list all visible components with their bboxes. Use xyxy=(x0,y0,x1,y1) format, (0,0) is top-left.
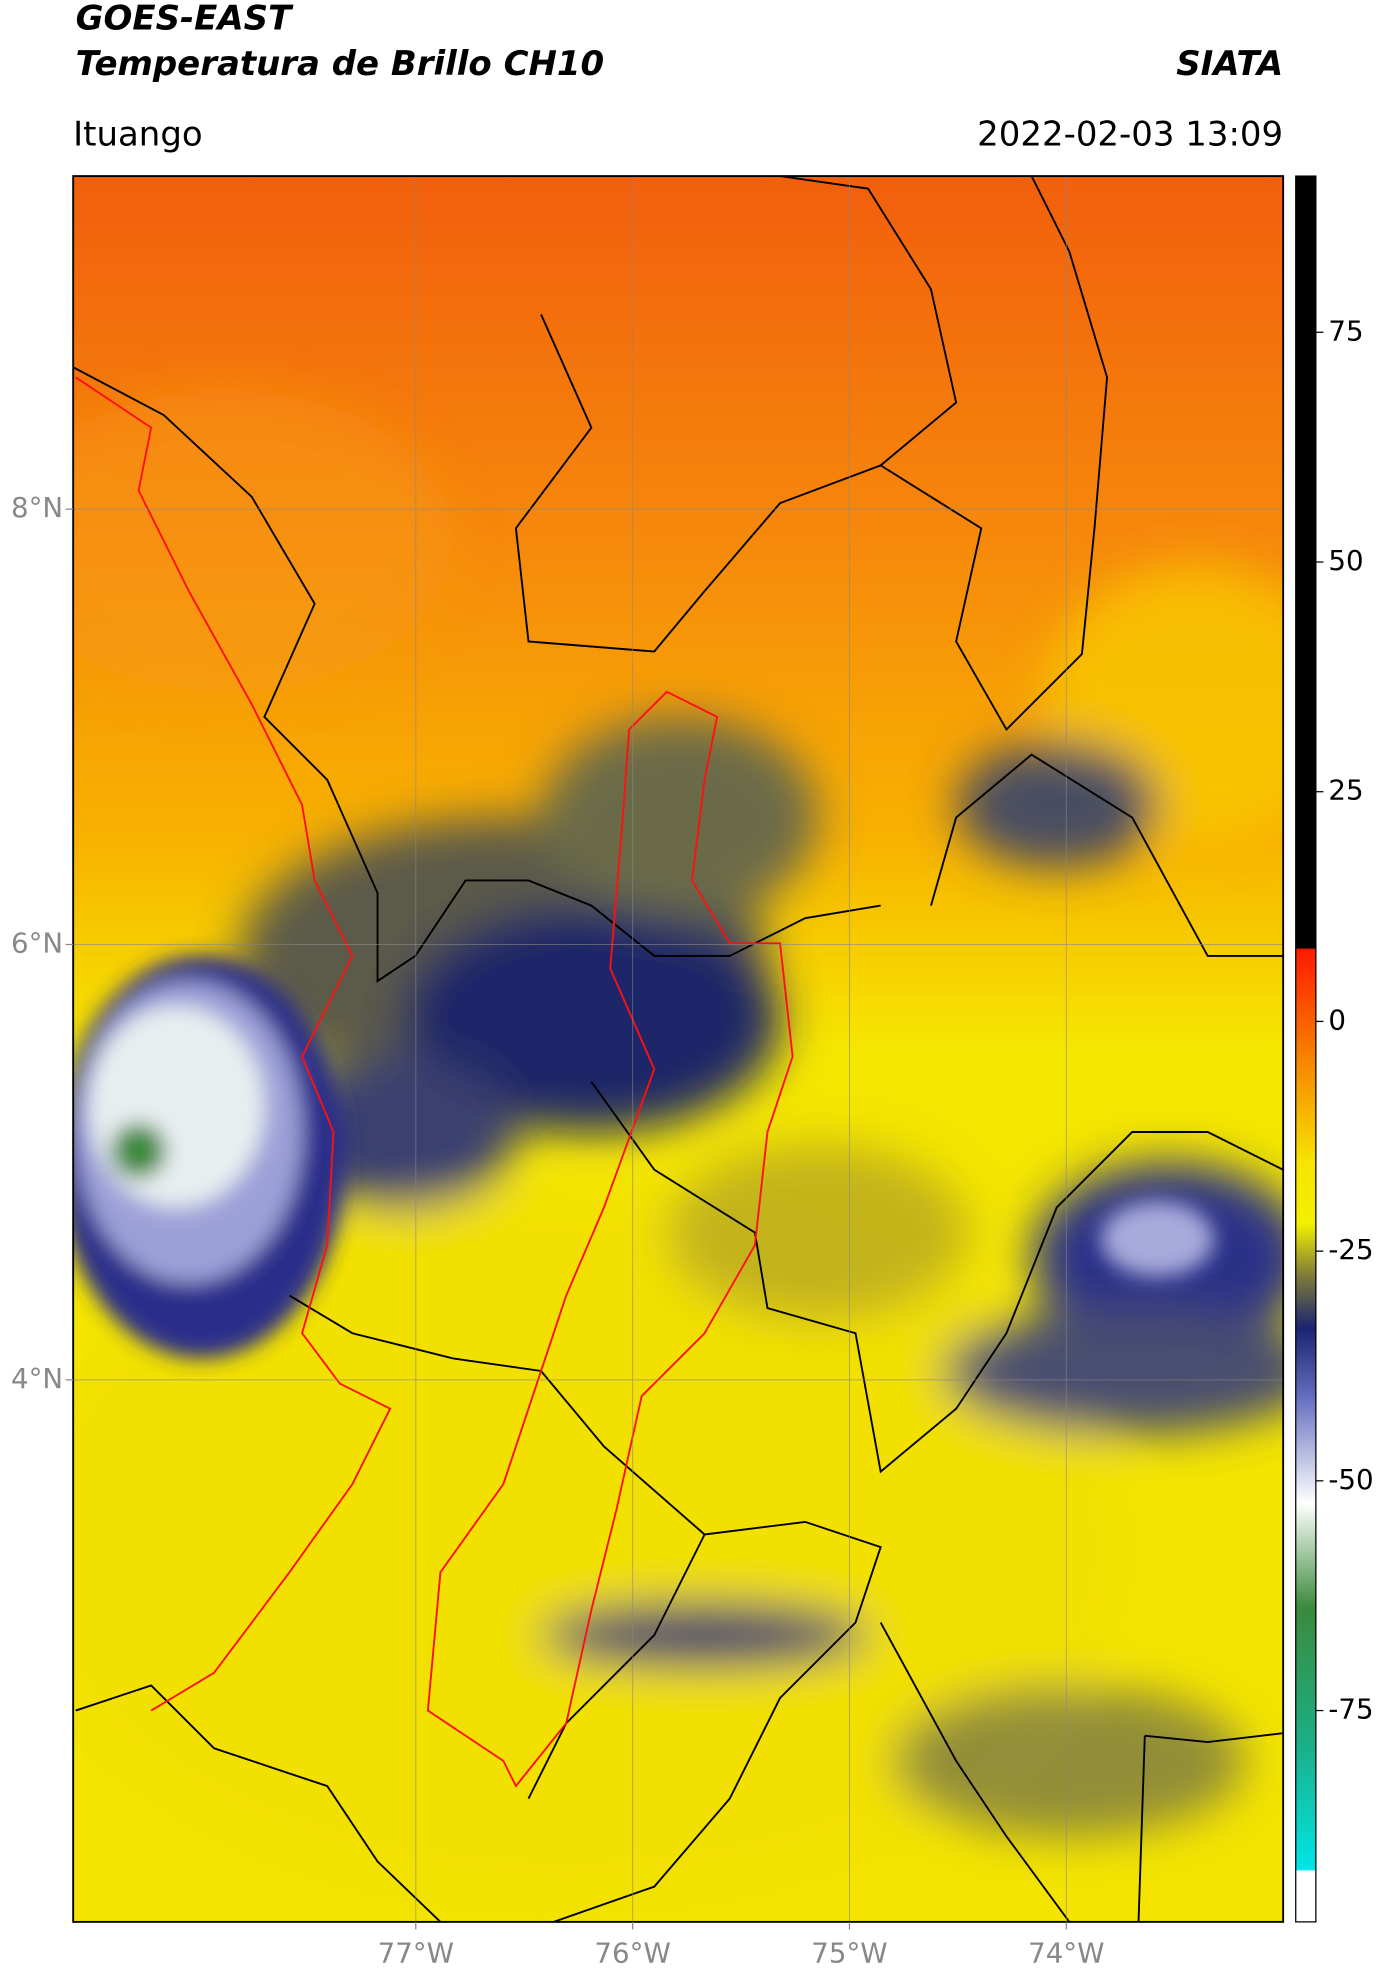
x-tick-label: 74°W xyxy=(1028,1937,1104,1970)
colorbar-tick-label: -75 xyxy=(1328,1693,1373,1726)
colorbar xyxy=(1295,175,1317,1923)
grid xyxy=(73,176,1284,1922)
x-tick-label: 77°W xyxy=(378,1937,454,1970)
colorbar-tick-label: -50 xyxy=(1328,1463,1373,1496)
location: Ituango xyxy=(73,114,203,154)
datetime: 2022-02-03 13:09 xyxy=(977,114,1283,154)
y-tick-label: 8°N xyxy=(11,491,63,524)
brand: SIATA xyxy=(1176,44,1283,84)
x-tick-label: 75°W xyxy=(811,1937,887,1970)
colorbar-tick-label: -25 xyxy=(1328,1233,1373,1266)
colorbar-tick-label: 75 xyxy=(1328,314,1363,347)
colorbar-tick-label: 50 xyxy=(1328,544,1363,577)
colorbar-tick-label: 0 xyxy=(1328,1003,1346,1036)
map-frame xyxy=(72,175,1285,1923)
colorbar-tick-label: 25 xyxy=(1328,774,1363,807)
subtitle: Temperatura de Brillo CH10 xyxy=(76,44,604,84)
y-tick-label: 4°N xyxy=(11,1362,63,1395)
title: GOES-EAST xyxy=(76,0,294,39)
satellite-image xyxy=(73,176,1284,1922)
y-tick-label: 6°N xyxy=(11,927,63,960)
x-tick-label: 76°W xyxy=(594,1937,670,1970)
